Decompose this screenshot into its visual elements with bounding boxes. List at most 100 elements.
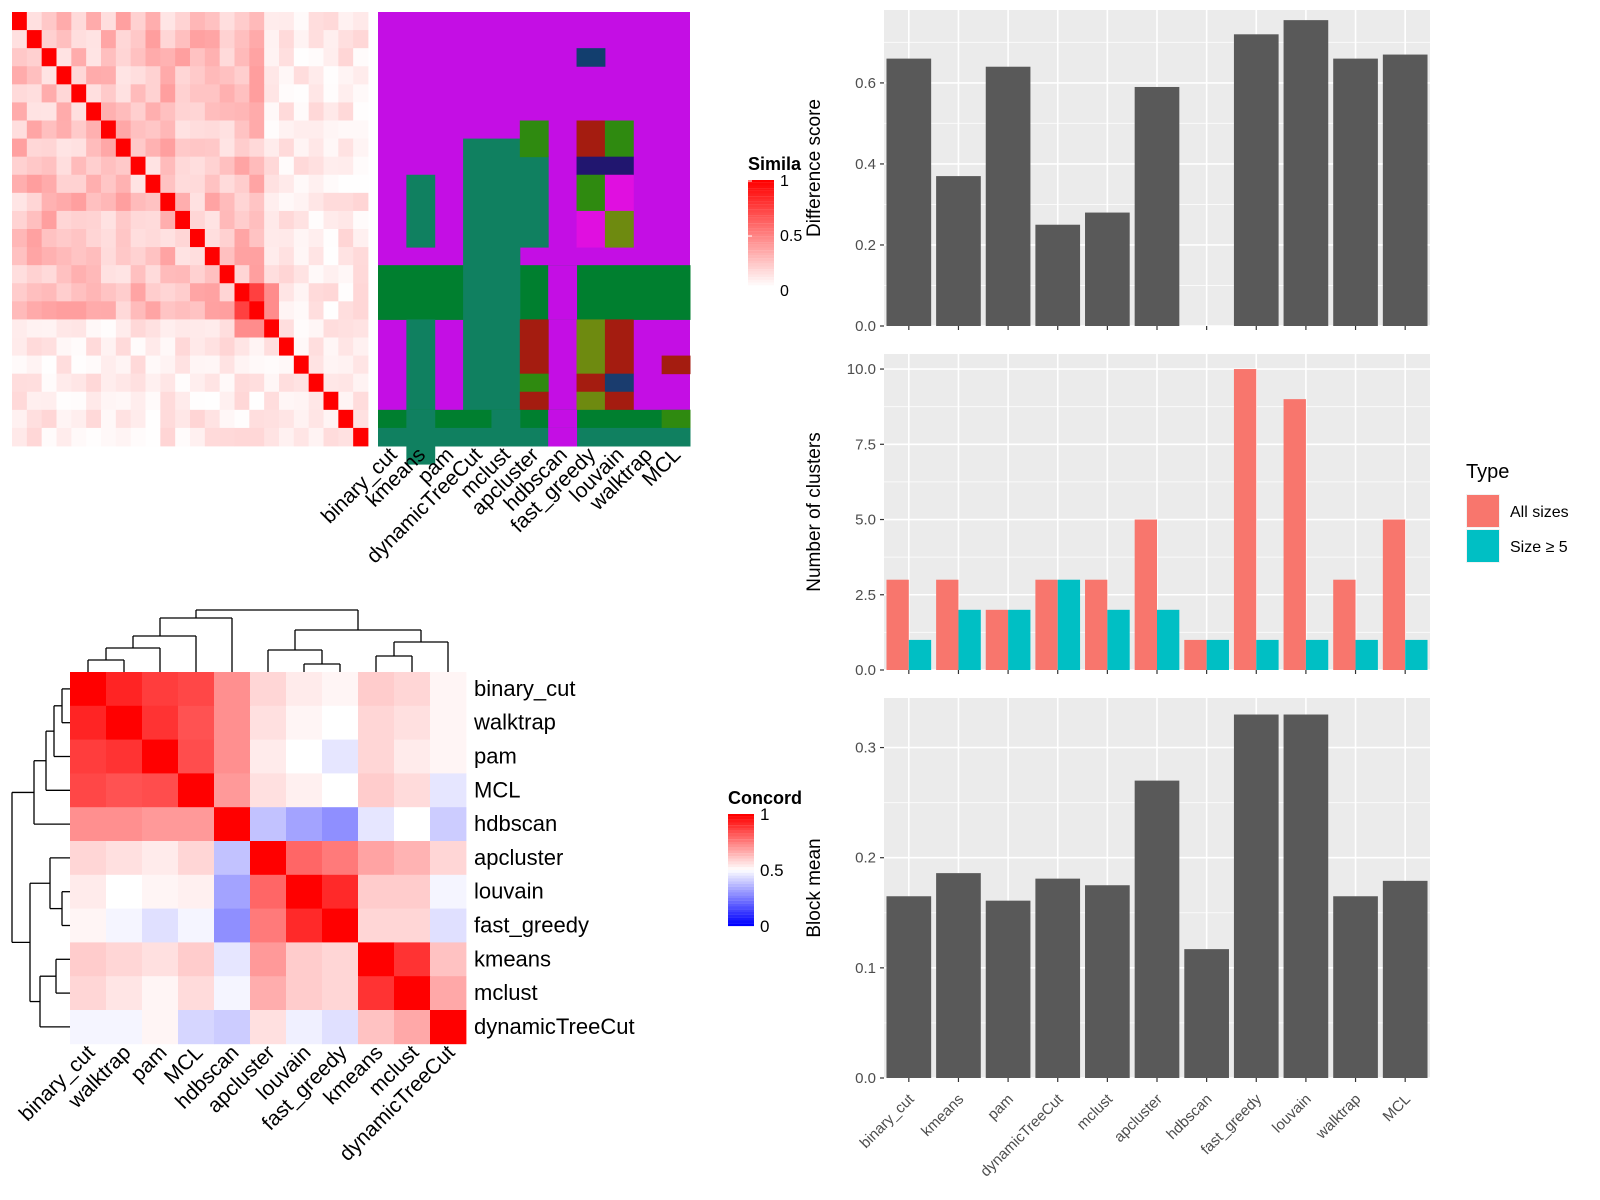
concordance-cell <box>358 672 395 707</box>
similarity-legend-gradient <box>748 285 774 289</box>
concordance-cell <box>70 739 107 774</box>
similarity-cell <box>234 138 250 158</box>
similarity-cell <box>175 265 191 284</box>
similarity-cell <box>115 283 132 302</box>
similarity-cell <box>145 229 161 248</box>
grid-cell <box>378 409 691 429</box>
concordance-cell <box>178 807 215 842</box>
row-label-hdbscan: hdbscan <box>474 811 557 836</box>
concordance-legend-gradient <box>728 814 754 817</box>
similarity-cell <box>323 210 339 230</box>
y-tick-label: 0.0 <box>855 1070 876 1087</box>
similarity-cell <box>175 301 191 320</box>
concordance-legend-gradient <box>728 819 754 823</box>
similarity-legend-tick-label: 1 <box>780 173 789 190</box>
similarity-cell <box>219 409 235 429</box>
similarity-cell <box>41 355 57 375</box>
grid-cell <box>604 319 634 375</box>
similarity-cell <box>219 138 235 158</box>
similarity-cell <box>130 337 146 356</box>
similarity-cell <box>204 120 221 139</box>
similarity-legend-gradient <box>748 217 774 221</box>
similarity-cell <box>12 48 28 67</box>
similarity-cell <box>160 301 176 320</box>
similarity-cell <box>293 84 310 103</box>
legend-title: Type <box>1466 461 1509 483</box>
concordance-cell <box>178 841 215 876</box>
grid-cell <box>576 319 606 375</box>
similarity-cell <box>338 355 354 375</box>
similarity-legend-gradient <box>748 209 774 213</box>
similarity-cell <box>130 355 146 375</box>
similarity-cell <box>101 283 117 302</box>
bar-binary_cut-Size ≥ 5 <box>908 639 932 670</box>
similarity-cell <box>26 409 43 429</box>
similarity-cell <box>175 30 191 49</box>
similarity-cell <box>160 30 176 49</box>
similarity-cell <box>26 30 43 49</box>
concordance-legend-gradient <box>728 909 754 913</box>
similarity-cell <box>264 174 280 194</box>
similarity-cell <box>323 265 339 284</box>
similarity-cell <box>71 301 87 320</box>
concordance-cell <box>358 908 395 943</box>
similarity-cell <box>264 409 280 429</box>
similarity-cell <box>101 229 117 248</box>
similarity-cell <box>86 283 102 302</box>
bar-kmeans-Size ≥ 5 <box>958 609 981 670</box>
similarity-cell <box>338 120 354 139</box>
similarity-cell <box>26 355 43 375</box>
concordance-cell <box>322 841 359 876</box>
similarity-cell <box>279 391 295 411</box>
grid-cell <box>576 210 606 248</box>
similarity-cell <box>115 84 132 103</box>
similarity-cell <box>323 427 339 447</box>
concordance-cell <box>142 1010 179 1045</box>
similarity-cell <box>353 66 369 85</box>
y-tick-label: 0.2 <box>855 850 876 867</box>
similarity-cell <box>115 229 132 248</box>
concordance-cell <box>214 773 251 808</box>
similarity-cell <box>308 319 324 338</box>
y-tick-label: 2.5 <box>855 587 876 604</box>
similarity-cell <box>160 192 176 212</box>
concordance-cell <box>106 773 143 808</box>
similarity-cell <box>293 247 310 266</box>
similarity-cell <box>160 319 176 338</box>
similarity-cell <box>264 156 280 176</box>
similarity-cell <box>160 120 176 139</box>
similarity-cell <box>12 283 28 302</box>
similarity-cell <box>219 156 235 176</box>
similarity-cell <box>204 373 221 393</box>
concordance-cell <box>322 942 359 977</box>
similarity-cell <box>353 120 369 139</box>
similarity-cell <box>353 12 369 31</box>
concordance-heatmap: binary_cut walktrap pam MCL hdbscan apcluster… <box>15 672 635 1166</box>
similarity-cell <box>338 319 354 338</box>
concordance-cell <box>142 672 179 707</box>
similarity-cell <box>12 120 28 139</box>
similarity-cell <box>249 391 265 411</box>
similarity-cell <box>249 355 265 375</box>
similarity-cell <box>279 229 295 248</box>
similarity-cell <box>56 30 72 49</box>
concordance-legend-gradient <box>728 864 754 868</box>
grid-cell <box>576 373 606 393</box>
similarity-cell <box>293 48 310 67</box>
similarity-cell <box>71 319 87 338</box>
grid-cell <box>604 373 634 393</box>
bar-pam <box>985 66 1031 326</box>
similarity-legend-gradient <box>748 215 774 218</box>
similarity-cell <box>71 66 87 85</box>
similarity-cell <box>190 355 206 375</box>
similarity-cell <box>234 355 250 375</box>
similarity-cell <box>279 355 295 375</box>
similarity-cell <box>160 337 176 356</box>
concordance-cell <box>106 942 143 977</box>
y-tick-label: 0.0 <box>855 318 876 335</box>
similarity-cell <box>204 391 221 411</box>
similarity-cell <box>293 192 310 212</box>
bar-mclust-All sizes <box>1085 579 1108 670</box>
grid-cell <box>576 156 634 176</box>
similarity-cell <box>12 174 28 194</box>
